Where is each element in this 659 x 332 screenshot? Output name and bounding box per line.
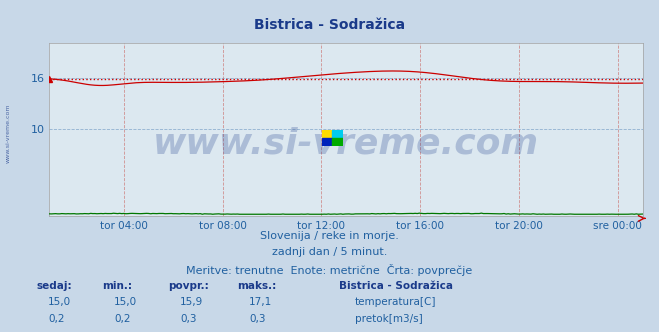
Bar (333, 138, 343, 146)
Text: 0,2: 0,2 (114, 314, 130, 324)
Text: Bistrica - Sodražica: Bistrica - Sodražica (339, 281, 453, 290)
Text: min.:: min.: (102, 281, 132, 290)
Text: www.si-vreme.com: www.si-vreme.com (153, 126, 539, 160)
Text: 0,3: 0,3 (180, 314, 196, 324)
Bar (333, 130, 343, 138)
Bar (322, 130, 333, 138)
Text: 15,0: 15,0 (114, 297, 137, 307)
Text: povpr.:: povpr.: (168, 281, 209, 290)
Text: 0,3: 0,3 (249, 314, 266, 324)
Text: Meritve: trenutne  Enote: metrične  Črta: povprečje: Meritve: trenutne Enote: metrične Črta: … (186, 264, 473, 276)
Text: Bistrica - Sodražica: Bistrica - Sodražica (254, 18, 405, 32)
Text: 0,2: 0,2 (48, 314, 65, 324)
Text: 17,1: 17,1 (249, 297, 272, 307)
Text: temperatura[C]: temperatura[C] (355, 297, 436, 307)
Text: 15,0: 15,0 (48, 297, 71, 307)
Text: pretok[m3/s]: pretok[m3/s] (355, 314, 422, 324)
Bar (322, 138, 333, 146)
Text: 15,9: 15,9 (180, 297, 203, 307)
Text: Slovenija / reke in morje.: Slovenija / reke in morje. (260, 231, 399, 241)
Text: sedaj:: sedaj: (36, 281, 72, 290)
Text: www.si-vreme.com: www.si-vreme.com (5, 103, 11, 163)
Text: maks.:: maks.: (237, 281, 277, 290)
Text: zadnji dan / 5 minut.: zadnji dan / 5 minut. (272, 247, 387, 257)
